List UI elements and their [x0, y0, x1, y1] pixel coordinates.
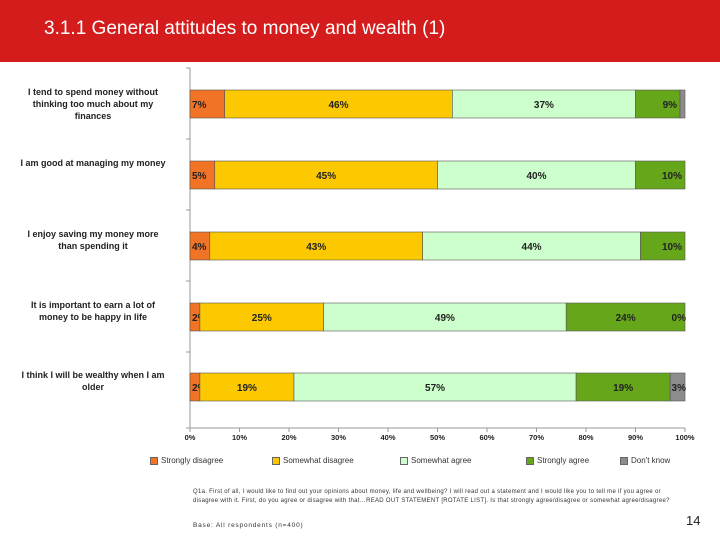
title-bar: 3.1.1 General attitudes to money and wea…	[0, 0, 720, 62]
x-tick-label: 10%	[232, 433, 247, 442]
legend-label: Somewhat disagree	[283, 456, 354, 465]
category-label: I enjoy saving my money more than spendi…	[27, 229, 159, 251]
legend-item: Strongly agree	[526, 456, 589, 465]
legend-item: Somewhat disagree	[272, 456, 354, 465]
data-label: 37%	[534, 100, 554, 111]
bar-segment	[422, 231, 641, 261]
legend-label: Strongly disagree	[161, 456, 224, 465]
data-label: 46%	[328, 100, 348, 111]
data-label: 5%	[192, 171, 207, 182]
x-tick-label: 50%	[430, 433, 445, 442]
bar-segment	[199, 302, 324, 332]
x-tick-label: 20%	[281, 433, 296, 442]
bar-segment	[452, 89, 636, 119]
bar-segment	[209, 231, 423, 261]
data-label: 57%	[425, 383, 445, 394]
bar-segment	[214, 160, 438, 190]
data-label: 24%	[616, 313, 636, 324]
data-label: 2%	[192, 313, 207, 324]
data-label: 7%	[192, 100, 207, 111]
x-tick-label: 90%	[628, 433, 643, 442]
legend-swatch	[620, 456, 628, 465]
legend-item: Don't know	[620, 456, 670, 465]
legend-swatch	[400, 456, 408, 465]
bar-segment	[293, 372, 577, 402]
legend-label: Strongly agree	[537, 456, 590, 465]
legend-label: Don't know	[631, 456, 671, 465]
base-note: Base: All respondents (n=400)	[193, 522, 304, 529]
data-label: 25%	[252, 313, 272, 324]
data-label: 3%	[672, 383, 687, 394]
data-label: 0%	[672, 313, 687, 324]
legend-label: Somewhat agree	[411, 456, 472, 465]
data-label: 40%	[526, 171, 546, 182]
data-label: 43%	[306, 242, 326, 253]
x-tick-label: 40%	[380, 433, 395, 442]
x-tick-label: 30%	[331, 433, 346, 442]
category-label: I think I will be wealthy when I am olde…	[21, 370, 165, 392]
bar-segment	[189, 89, 225, 119]
category-label: I tend to spend money without thinking t…	[28, 87, 158, 121]
data-label: 4%	[192, 242, 207, 253]
bar-segment	[635, 89, 681, 119]
bar-segment	[437, 160, 636, 190]
bar-segment	[635, 160, 686, 190]
data-label: 10%	[662, 171, 682, 182]
legend-item: Strongly disagree	[150, 456, 223, 465]
category-label: I am good at managing my money	[20, 158, 166, 168]
data-label: 19%	[237, 383, 257, 394]
data-label: 45%	[316, 171, 336, 182]
slide-title: 3.1.1 General attitudes to money and wea…	[44, 18, 446, 39]
bar-segment	[669, 372, 686, 402]
bar-segment	[640, 231, 686, 261]
category-label: It is important to earn a lot of money t…	[30, 300, 155, 322]
bar-segment	[189, 160, 216, 190]
data-label: 10%	[662, 242, 682, 253]
page-number: 14	[686, 513, 701, 528]
legend-item: Somewhat agree	[400, 456, 471, 465]
bar-segment	[575, 372, 671, 402]
data-label: 2%	[192, 383, 207, 394]
chart-legend: Strongly disagree Somewhat disagree Somewh…	[150, 456, 710, 470]
bar-segment	[323, 302, 567, 332]
bar-segment	[679, 89, 686, 119]
x-tick-label: 0%	[185, 433, 196, 442]
survey-question-text: Q1a. First of all, I would like to find …	[193, 489, 670, 504]
data-label: 9%	[663, 100, 678, 111]
legend-swatch	[272, 456, 280, 465]
x-tick-label: 70%	[529, 433, 544, 442]
x-tick-label: 80%	[578, 433, 593, 442]
bar-segment	[565, 302, 686, 332]
x-tick-label: 100%	[675, 433, 695, 442]
data-label: 44%	[522, 242, 542, 253]
legend-swatch	[150, 456, 158, 465]
data-label: 49%	[435, 313, 455, 324]
data-label: 19%	[613, 383, 633, 394]
bar-segment	[199, 372, 295, 402]
x-tick-label: 60%	[479, 433, 494, 442]
legend-swatch	[526, 456, 534, 465]
